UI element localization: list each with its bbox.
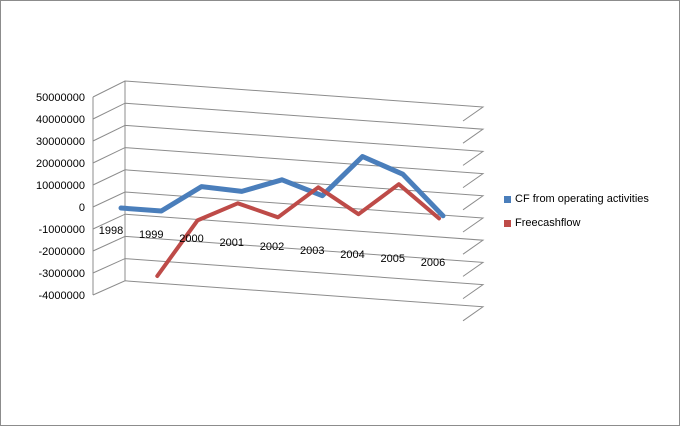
x-tick-label: 2002 bbox=[260, 241, 284, 253]
x-tick-label: 2005 bbox=[381, 253, 405, 265]
legend-swatch bbox=[504, 219, 511, 227]
gridline bbox=[92, 124, 485, 166]
grid-layer bbox=[92, 80, 485, 322]
y-tick-label: -1000000 bbox=[39, 224, 86, 236]
legend-label: Freecashflow bbox=[515, 217, 581, 229]
gridline bbox=[92, 258, 485, 300]
x-tick-label: 2000 bbox=[179, 233, 203, 245]
y-tick-label: 10000000 bbox=[36, 180, 85, 192]
legend-label: CF from operating activities bbox=[515, 193, 649, 205]
y-tick-label: 20000000 bbox=[36, 158, 85, 170]
x-tick-label: 1999 bbox=[139, 229, 163, 241]
legend: CF from operating activities Freecashflow bbox=[504, 193, 649, 241]
y-tick-label: 0 bbox=[79, 202, 85, 214]
gridline bbox=[92, 191, 485, 233]
x-tick-label: 2006 bbox=[421, 257, 445, 269]
legend-swatch bbox=[504, 195, 511, 203]
legend-item: Freecashflow bbox=[504, 217, 649, 229]
y-tick-label: 30000000 bbox=[36, 136, 85, 148]
gridline bbox=[92, 235, 485, 277]
y-tick-label: -3000000 bbox=[39, 268, 86, 280]
x-axis-ticks: 1998 1999 2000 2001 2002 2003 2004 2005 2006 bbox=[99, 225, 445, 269]
y-tick-label: 40000000 bbox=[36, 114, 85, 126]
gridline bbox=[92, 80, 485, 122]
x-tick-label: 1998 bbox=[99, 225, 123, 237]
y-tick-label: -2000000 bbox=[39, 246, 86, 258]
legend-item: CF from operating activities bbox=[504, 193, 649, 205]
y-tick-label: 50000000 bbox=[36, 92, 85, 104]
series-line bbox=[155, 182, 441, 278]
gridline bbox=[92, 102, 485, 144]
x-tick-label: 2004 bbox=[340, 249, 364, 261]
series-layer bbox=[118, 154, 446, 278]
gridline bbox=[92, 213, 485, 255]
y-tick-label: -4000000 bbox=[39, 290, 86, 302]
gridline bbox=[92, 147, 485, 189]
x-tick-label: 2001 bbox=[220, 237, 244, 249]
x-tick-label: 2003 bbox=[300, 245, 324, 257]
gridline bbox=[92, 280, 485, 322]
gridline bbox=[92, 169, 485, 211]
y-axis-ticks: 50000000 40000000 30000000 20000000 10000000… bbox=[36, 92, 85, 302]
